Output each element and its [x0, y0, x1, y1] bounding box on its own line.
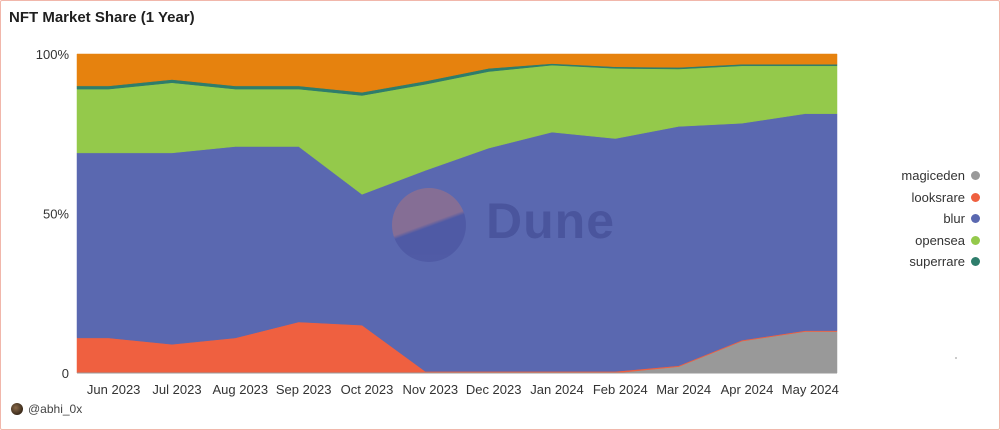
legend-item-blur[interactable]: blur: [850, 208, 980, 230]
y-tick-label: 50%: [43, 207, 69, 222]
legend-item-magiceden[interactable]: magiceden: [850, 165, 980, 187]
legend-item-superrare[interactable]: superrare: [850, 251, 980, 273]
legend-swatch: [971, 235, 980, 245]
legend-label: magiceden: [901, 168, 965, 184]
chart-legend: magiceden looksrare blur opensea superrare: [850, 165, 980, 273]
x-tick-label: Jan 2024: [530, 382, 584, 397]
x-tick-label: Jun 2023: [87, 382, 141, 397]
chart-title: NFT Market Share (1 Year): [9, 9, 195, 26]
x-tick-label: May 2024: [782, 382, 839, 397]
x-tick-label: Nov 2023: [403, 382, 459, 397]
legend-label: superrare: [909, 254, 965, 270]
x-tick-label: Oct 2023: [341, 382, 394, 397]
author-handle[interactable]: @abhi_0x: [28, 402, 83, 416]
decorative-dot: [955, 357, 957, 359]
legend-swatch: [971, 192, 980, 202]
x-tick-label: Aug 2023: [212, 382, 268, 397]
avatar: [11, 403, 23, 415]
legend-swatch: [971, 257, 980, 267]
area-other: [76, 53, 838, 93]
y-tick-label: 100%: [36, 47, 70, 62]
y-tick-label: 0: [62, 366, 69, 381]
legend-label: blur: [943, 211, 965, 227]
legend-item-opensea[interactable]: opensea: [850, 230, 980, 252]
legend-item-looksrare[interactable]: looksrare: [850, 187, 980, 209]
x-tick-label: Jul 2023: [152, 382, 201, 397]
legend-swatch: [971, 214, 980, 224]
x-tick-label: Feb 2024: [593, 382, 648, 397]
x-tick-label: Apr 2024: [721, 382, 774, 397]
footer: @abhi_0x: [11, 402, 82, 416]
x-tick-label: Sep 2023: [276, 382, 332, 397]
legend-label: looksrare: [911, 189, 965, 205]
x-tick-label: Mar 2024: [656, 382, 711, 397]
legend-label: opensea: [915, 232, 965, 248]
x-tick-label: Dec 2023: [466, 382, 522, 397]
legend-swatch: [971, 171, 980, 181]
